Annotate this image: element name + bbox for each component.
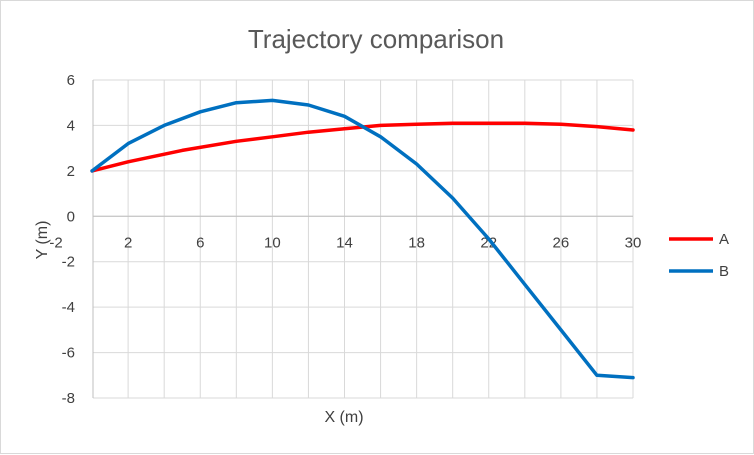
x-axis-label: X (m) [324, 409, 363, 426]
y-tick-label: 4 [67, 117, 75, 134]
y-axis-label: Y (m) [34, 221, 51, 260]
grid-lines [93, 79, 634, 399]
chart-title: Trajectory comparison [248, 24, 504, 54]
legend-label-b: B [719, 263, 729, 280]
x-tick-label: 26 [553, 234, 570, 251]
y-tick-label: 2 [67, 163, 75, 180]
x-tick-label: 18 [408, 234, 425, 251]
y-tick-label: -6 [62, 345, 75, 362]
series-line-a [90, 121, 635, 173]
legend-label-a: A [719, 231, 729, 248]
axes [92, 80, 633, 398]
series-line-b [90, 98, 635, 380]
y-tick-label: -8 [62, 390, 75, 407]
x-tick-label: 22 [480, 234, 497, 251]
x-tick-label: 10 [264, 234, 281, 251]
y-tick-label: 6 [67, 72, 75, 89]
y-tick-label: 0 [67, 208, 75, 225]
legend: AB [669, 231, 729, 280]
series-lines [90, 98, 635, 380]
x-tick-label: 14 [336, 234, 353, 251]
x-tick-label: 30 [625, 234, 642, 251]
y-tick-label: -4 [62, 299, 75, 316]
x-tick-label: -2 [49, 234, 62, 251]
x-tick-label: 2 [124, 234, 132, 251]
y-tick-label: -2 [62, 254, 75, 271]
x-tick-label: 6 [196, 234, 204, 251]
